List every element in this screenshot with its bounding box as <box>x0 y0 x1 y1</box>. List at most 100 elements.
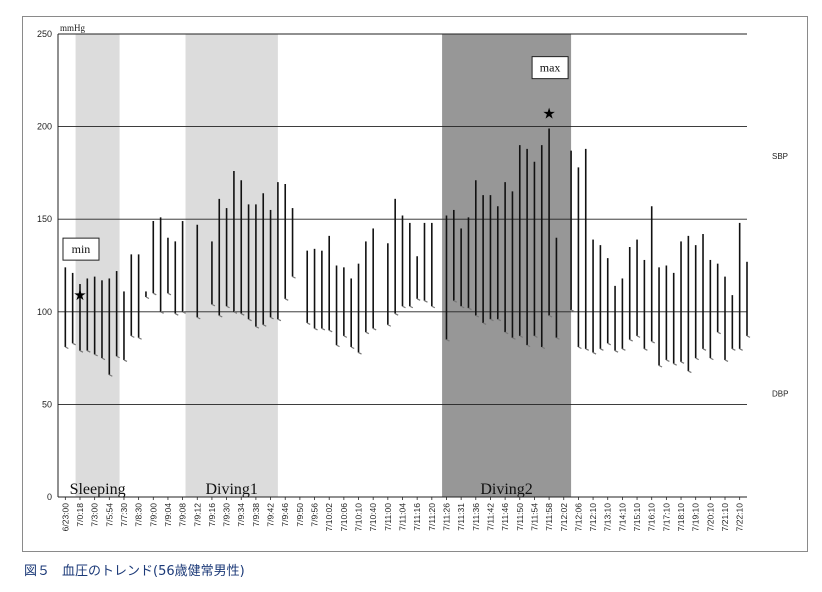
bp-dbp-tick-66 <box>592 352 597 355</box>
x-tick-label: 7/11:42 <box>485 503 495 531</box>
bp-dbp-tick-4 <box>94 353 98 357</box>
bp-dbp-tick-50 <box>468 307 472 311</box>
x-tick-label: 7/16:10 <box>647 503 657 532</box>
bp-dbp-tick-47 <box>446 339 450 342</box>
x-tick-label: 7/19:10 <box>691 503 701 532</box>
bp-dbp-tick-57 <box>519 335 524 338</box>
bp-dbp-tick-26 <box>270 316 274 320</box>
bp-dbp-tick-20 <box>226 305 230 309</box>
x-tick-label: 7/11:26 <box>441 503 451 531</box>
y-tick-label: 150 <box>37 214 52 224</box>
y-unit-label: mmHg <box>60 23 86 33</box>
x-tick-label: 7/17:10 <box>661 503 671 532</box>
x-tick-label: 7/10:06 <box>339 503 349 532</box>
x-tick-label: 7/9:12 <box>192 503 202 527</box>
bp-dbp-tick-51 <box>475 314 480 318</box>
x-tick-label: 7/10:02 <box>324 503 334 532</box>
region-label-1: Diving1 <box>205 481 257 498</box>
bp-dbp-tick-40 <box>387 324 392 327</box>
x-tick-label: 7/9:34 <box>236 503 246 527</box>
bp-dbp-tick-42 <box>402 305 406 309</box>
x-tick-label: 7/11:04 <box>398 503 408 531</box>
bp-dbp-tick-37 <box>358 352 362 355</box>
bp-dbp-tick-5 <box>101 357 106 361</box>
bp-dbp-tick-14 <box>167 292 172 296</box>
bp-dbp-tick-18 <box>211 303 216 307</box>
bp-dbp-tick-72 <box>636 335 641 338</box>
bp-dbp-tick-1 <box>72 342 76 346</box>
bp-dbp-tick-71 <box>629 339 633 342</box>
x-tick-label: 7/11:00 <box>383 503 393 531</box>
x-tick-label: 7/14:10 <box>617 503 627 532</box>
x-tick-label: 7/11:36 <box>471 503 481 531</box>
bp-dbp-tick-87 <box>746 335 751 338</box>
bp-dbp-tick-61 <box>548 314 553 318</box>
x-tick-label: 7/5:54 <box>104 503 114 527</box>
bp-dbp-tick-85 <box>732 348 736 351</box>
bp-dbp-tick-2 <box>79 350 84 353</box>
x-tick-label: 7/9:50 <box>295 503 305 527</box>
bp-dbp-tick-52 <box>482 322 487 325</box>
bp-dbp-tick-58 <box>526 344 531 348</box>
bp-dbp-tick-83 <box>717 331 721 335</box>
star-marker-icon: ★ <box>73 288 86 304</box>
x-tick-label: 7/0:18 <box>75 503 85 527</box>
x-tick-label: 7/11:16 <box>412 503 422 531</box>
bp-dbp-tick-62 <box>556 337 560 340</box>
bp-dbp-tick-60 <box>541 346 546 350</box>
bp-dbp-tick-78 <box>680 361 685 364</box>
y-tick-label: 100 <box>37 307 52 317</box>
region-band-0 <box>75 34 120 497</box>
x-tick-label: 7/9:42 <box>266 503 276 527</box>
y-tick-label: 250 <box>37 29 52 39</box>
x-tick-label: 7/11:31 <box>456 503 466 531</box>
x-tick-label: 7/12:06 <box>573 503 583 532</box>
x-tick-label: 7/11:54 <box>529 503 539 531</box>
bp-dbp-tick-24 <box>255 326 260 329</box>
bp-dbp-tick-35 <box>343 335 348 338</box>
x-tick-label: 7/22:10 <box>735 503 745 532</box>
bp-dbp-tick-3 <box>87 350 91 353</box>
chart-frame: 0 50 100 150 200 250 mmHg SBP DBP 6/23:00 7/0:18 7/… <box>22 16 808 552</box>
bp-dbp-tick-17 <box>196 316 201 320</box>
x-tick-label: 7/18:10 <box>676 503 686 532</box>
bp-dbp-tick-33 <box>328 329 333 333</box>
bp-dbp-tick-7 <box>116 355 120 359</box>
bp-dbp-tick-74 <box>651 340 655 344</box>
x-tick-label: 7/3:00 <box>90 503 100 527</box>
x-tick-label: 7/12:02 <box>559 503 569 532</box>
bp-dbp-tick-49 <box>460 305 465 309</box>
annotation-label-min: min <box>72 242 91 256</box>
x-tick-label: 7/11:58 <box>544 503 554 531</box>
bp-dbp-tick-65 <box>585 348 590 351</box>
bp-dbp-tick-79 <box>688 370 692 374</box>
bp-dbp-tick-59 <box>534 335 538 338</box>
x-tick-label: 7/10:40 <box>368 503 378 532</box>
x-tick-label: 7/21:10 <box>720 503 730 532</box>
bp-dbp-tick-30 <box>306 322 311 325</box>
bp-dbp-tick-45 <box>424 300 428 303</box>
bp-dbp-tick-32 <box>321 327 326 331</box>
x-tick-label: 7/13:10 <box>603 503 613 532</box>
bp-dbp-tick-56 <box>512 337 516 340</box>
x-tick-label: 7/11:20 <box>427 503 437 531</box>
x-tick-label: 7/11:50 <box>515 503 525 531</box>
bp-dbp-tick-75 <box>658 364 663 368</box>
annotation-label-max: max <box>540 61 561 75</box>
dbp-label: DBP <box>772 389 788 398</box>
x-tick-label: 7/9:00 <box>148 503 158 527</box>
bp-dbp-tick-84 <box>724 359 729 362</box>
bp-dbp-tick-41 <box>394 313 399 316</box>
bp-dbp-tick-12 <box>153 292 157 296</box>
bp-dbp-tick-67 <box>600 348 604 351</box>
bp-dbp-tick-80 <box>695 357 699 361</box>
bp-dbp-tick-13 <box>160 311 164 314</box>
bp-dbp-tick-27 <box>277 318 282 322</box>
y-tick-label: 200 <box>37 122 52 132</box>
bp-dbp-tick-69 <box>614 350 619 353</box>
x-tick-label: 7/9:56 <box>310 503 320 527</box>
bp-dbp-tick-36 <box>350 346 355 350</box>
x-tick-label: 6/23:00 <box>60 503 70 532</box>
bp-dbp-tick-68 <box>607 342 612 346</box>
bp-dbp-tick-16 <box>182 311 186 314</box>
